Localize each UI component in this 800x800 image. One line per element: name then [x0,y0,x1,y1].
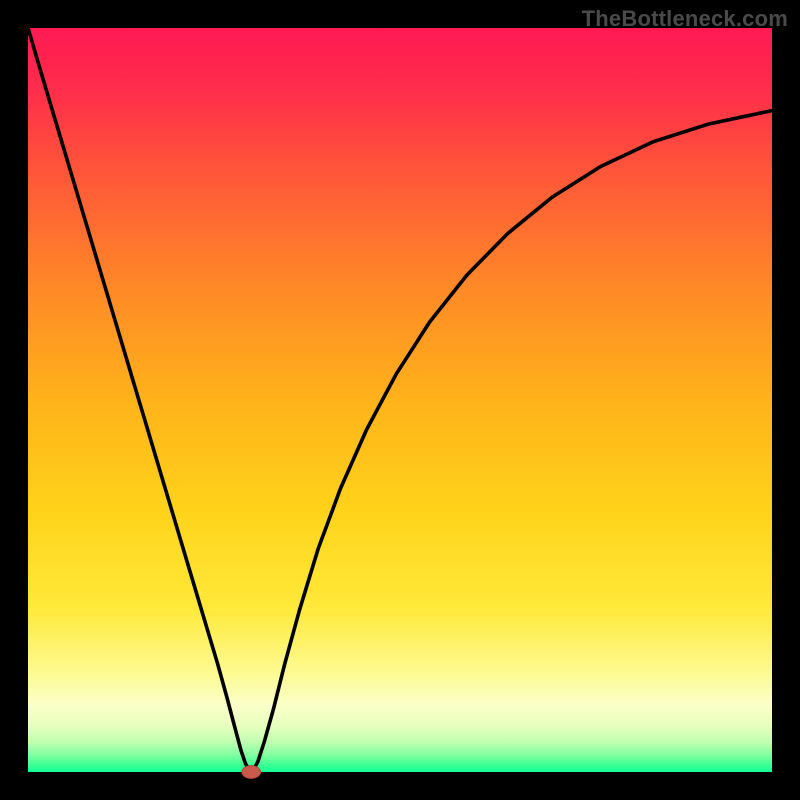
bottleneck-chart [0,0,800,800]
chart-container: TheBottleneck.com [0,0,800,800]
minimum-marker [242,766,261,779]
watermark-text: TheBottleneck.com [582,6,788,32]
